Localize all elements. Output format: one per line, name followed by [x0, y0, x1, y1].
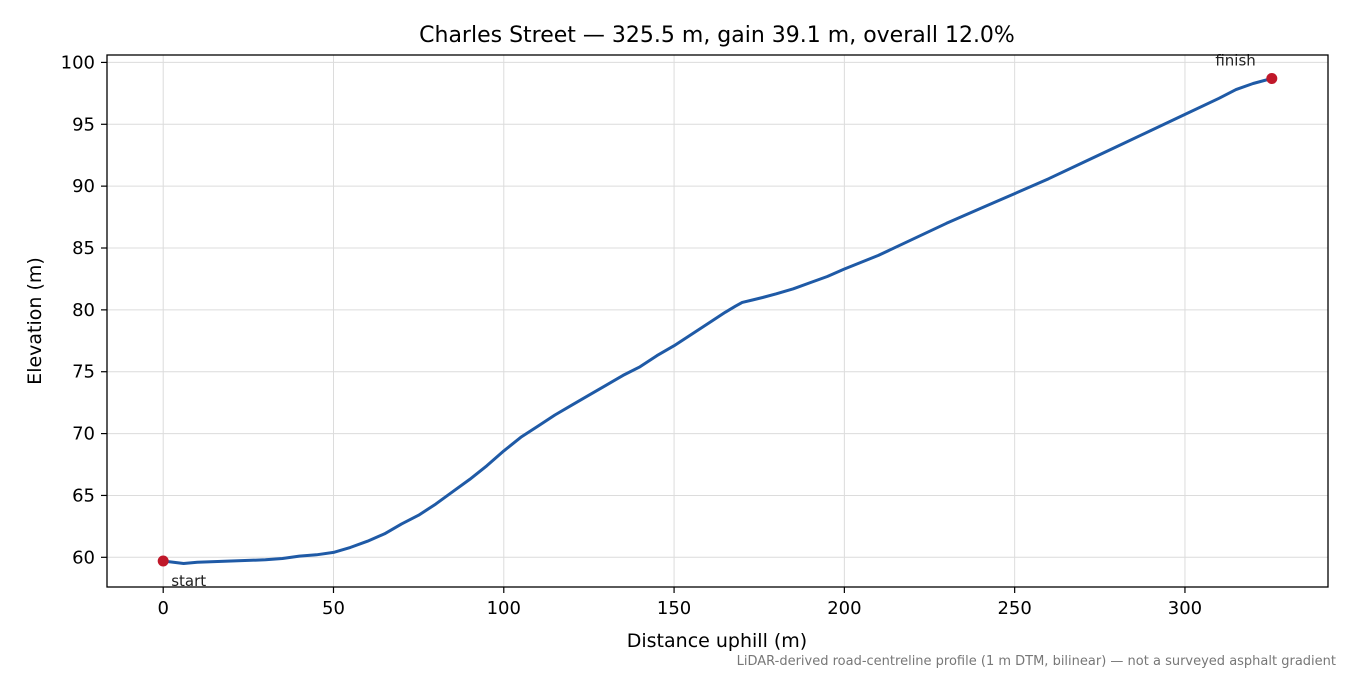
y-tick-label: 70	[72, 424, 95, 445]
series-layer	[161, 77, 1274, 565]
x-tick-label: 150	[657, 598, 691, 619]
x-tick-label: 100	[487, 598, 521, 619]
grid-lines	[107, 55, 1328, 587]
start-marker	[157, 555, 169, 567]
chart-footnote: LiDAR-derived road-centreline profile (1…	[737, 654, 1336, 669]
chart-title: Charles Street — 325.5 m, gain 39.1 m, o…	[419, 23, 1015, 48]
y-tick-label: 80	[72, 300, 95, 321]
y-tick-label: 95	[72, 114, 95, 135]
y-tick-label: 100	[61, 52, 95, 73]
y-axis-ticks: 60 65 70 75 80 85 90 95 100	[61, 52, 107, 568]
y-tick-label: 65	[72, 485, 95, 506]
elevation-line	[161, 77, 1274, 565]
finish-label: finish	[1215, 52, 1255, 70]
y-tick-label: 60	[72, 547, 95, 568]
plot-frame	[106, 54, 1329, 588]
x-axis-label: Distance uphill (m)	[627, 630, 807, 652]
x-tick-label: 0	[157, 598, 168, 619]
y-tick-label: 75	[72, 362, 95, 383]
x-tick-label: 250	[997, 598, 1031, 619]
start-label: start	[171, 572, 206, 590]
marker-layer: start finish	[157, 52, 1278, 590]
y-tick-label: 85	[72, 238, 95, 259]
x-tick-label: 50	[322, 598, 345, 619]
y-tick-label: 90	[72, 176, 95, 197]
x-tick-label: 300	[1168, 598, 1202, 619]
finish-marker	[1266, 73, 1278, 85]
x-axis-ticks: 0 50 100 150 200 250 300	[157, 587, 1202, 619]
y-axis-label: Elevation (m)	[24, 257, 46, 385]
x-tick-label: 200	[827, 598, 861, 619]
